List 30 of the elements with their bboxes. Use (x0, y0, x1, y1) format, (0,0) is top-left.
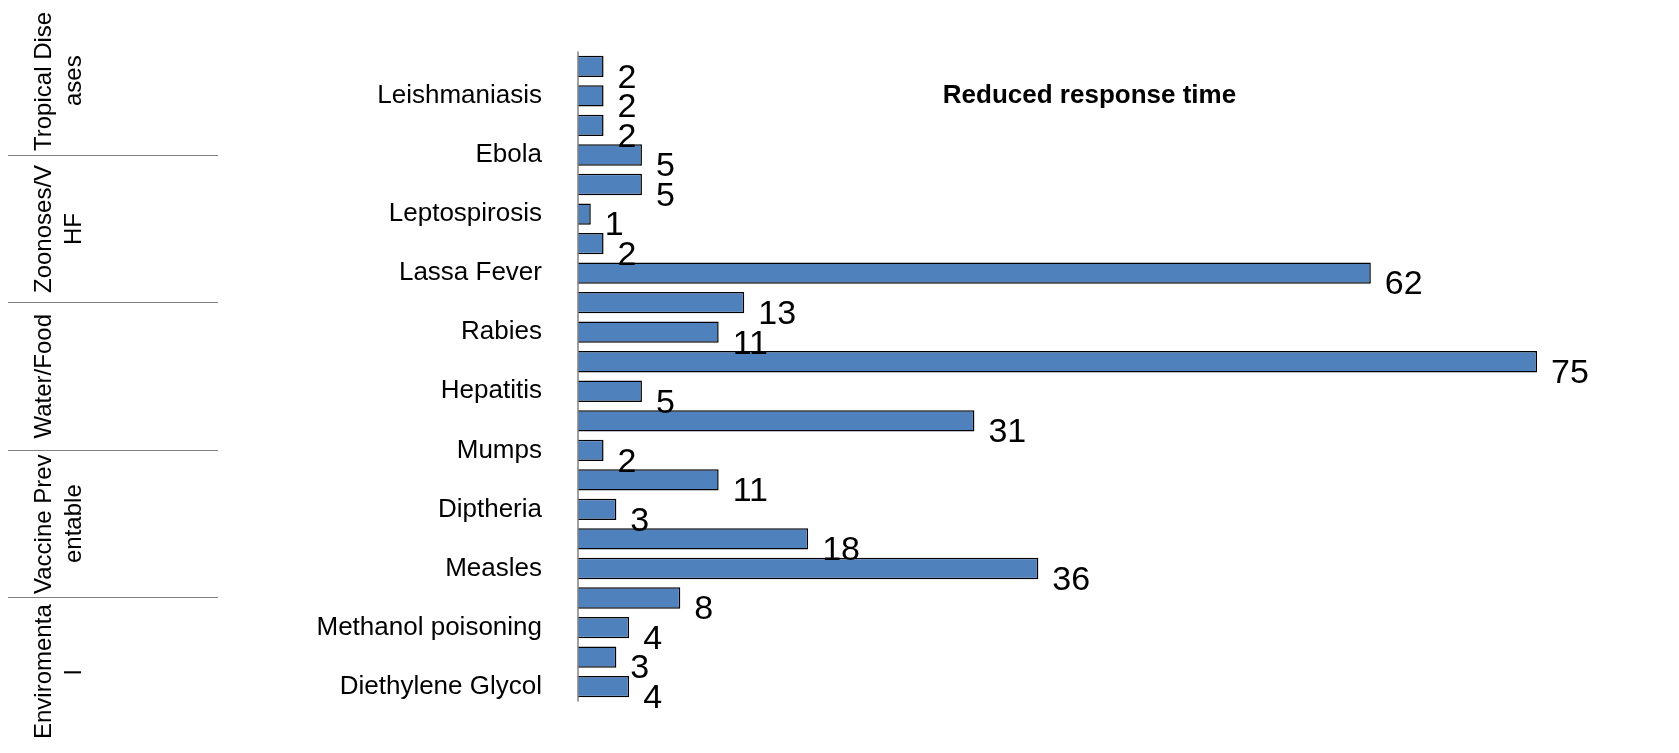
data-label: 13 (758, 293, 797, 332)
data-label: 5 (655, 381, 675, 420)
y-tick-label: Mumps (456, 433, 542, 464)
text: Vaccine Preventable (28, 454, 87, 595)
data-label: 75 (1551, 352, 1589, 391)
text: Reduced response time (942, 79, 1237, 110)
data-label: 62 (1384, 263, 1423, 302)
y-tick-label: Measles (445, 551, 542, 582)
y-tick-label: Leptospirosis (388, 197, 542, 228)
y-tick-label: Lassa Fever (398, 256, 543, 287)
y-tick-label: Diethylene Glycol (339, 669, 542, 700)
data-label: 8 (694, 588, 714, 627)
y-tick-label: Hepatitis (440, 374, 542, 405)
data-label: 2 (617, 440, 637, 479)
data-label: 36 (1052, 558, 1091, 597)
data-label: 3 (630, 499, 650, 538)
data-label: 11 (732, 470, 768, 509)
y-tick-label: Diptheria (437, 492, 543, 523)
y-tick-label: Methanol poisoning (316, 610, 542, 641)
data-label: 2 (617, 56, 637, 95)
y-tick-label: Ebola (475, 138, 543, 169)
data-label: 1 (604, 204, 624, 243)
y-tick-label: Rabies (461, 315, 542, 346)
data-label: 31 (988, 411, 1027, 450)
text: Water/Food (28, 314, 57, 439)
text: Zoonoses/VHF (28, 163, 87, 295)
text: Tropical Diseases (28, 11, 87, 152)
data-label: 5 (655, 145, 675, 184)
text: Enviromental (28, 603, 87, 742)
y-tick-label: Leishmaniasis (377, 79, 542, 110)
